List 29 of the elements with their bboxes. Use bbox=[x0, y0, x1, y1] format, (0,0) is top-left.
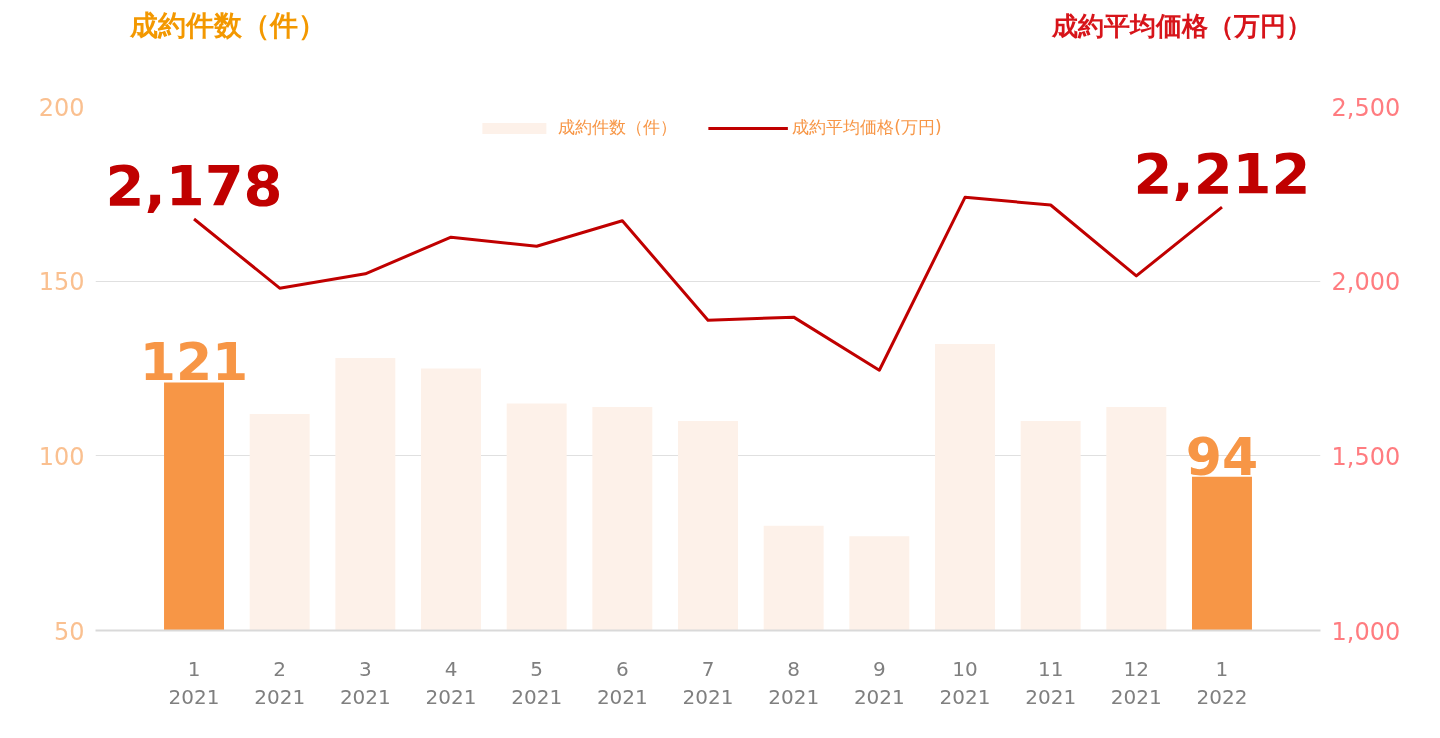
y-tick-label: 150 bbox=[38, 268, 85, 297]
data-label: 2,212 bbox=[1133, 141, 1311, 207]
x-tick-label: 12 2021 bbox=[1110, 656, 1162, 710]
legend-label: 成約件数（件） bbox=[558, 116, 678, 139]
x-tick-label: 1 2022 bbox=[1196, 656, 1248, 710]
x-tick-label: 8 2021 bbox=[768, 656, 820, 710]
x-tick-label: 3 2021 bbox=[339, 656, 391, 710]
y2-tick-label: 2,500 bbox=[1331, 93, 1401, 122]
x-tick-label: 10 2021 bbox=[939, 656, 991, 710]
y-tick-label: 100 bbox=[38, 442, 85, 471]
x-tick-label: 5 2021 bbox=[511, 656, 563, 710]
y2-axis-title: 成約平均価格（万円） bbox=[1050, 10, 1312, 41]
x-tick-label: 11 2021 bbox=[1025, 656, 1077, 710]
y2-tick-label: 2,000 bbox=[1331, 268, 1401, 297]
y2-tick-label: 1,500 bbox=[1331, 442, 1401, 471]
y-tick-label: 50 bbox=[53, 617, 85, 646]
x-tick-label: 9 2021 bbox=[853, 656, 905, 710]
data-label: 121 bbox=[139, 332, 249, 393]
x-tick-label: 6 2021 bbox=[596, 656, 648, 710]
x-tick-label: 4 2021 bbox=[425, 656, 477, 710]
y-axis-title: 成約件数（件） bbox=[128, 9, 326, 42]
x-tick-label: 7 2021 bbox=[682, 656, 734, 710]
data-label: 2,178 bbox=[105, 152, 283, 218]
legend-label: 成約平均価格(万円) bbox=[792, 116, 942, 139]
x-tick-label: 1 2021 bbox=[168, 656, 220, 710]
y2-tick-label: 1,000 bbox=[1331, 617, 1401, 646]
x-tick-label: 2 2021 bbox=[254, 656, 306, 710]
data-label: 94 bbox=[1185, 426, 1259, 487]
y-tick-label: 200 bbox=[38, 93, 85, 122]
